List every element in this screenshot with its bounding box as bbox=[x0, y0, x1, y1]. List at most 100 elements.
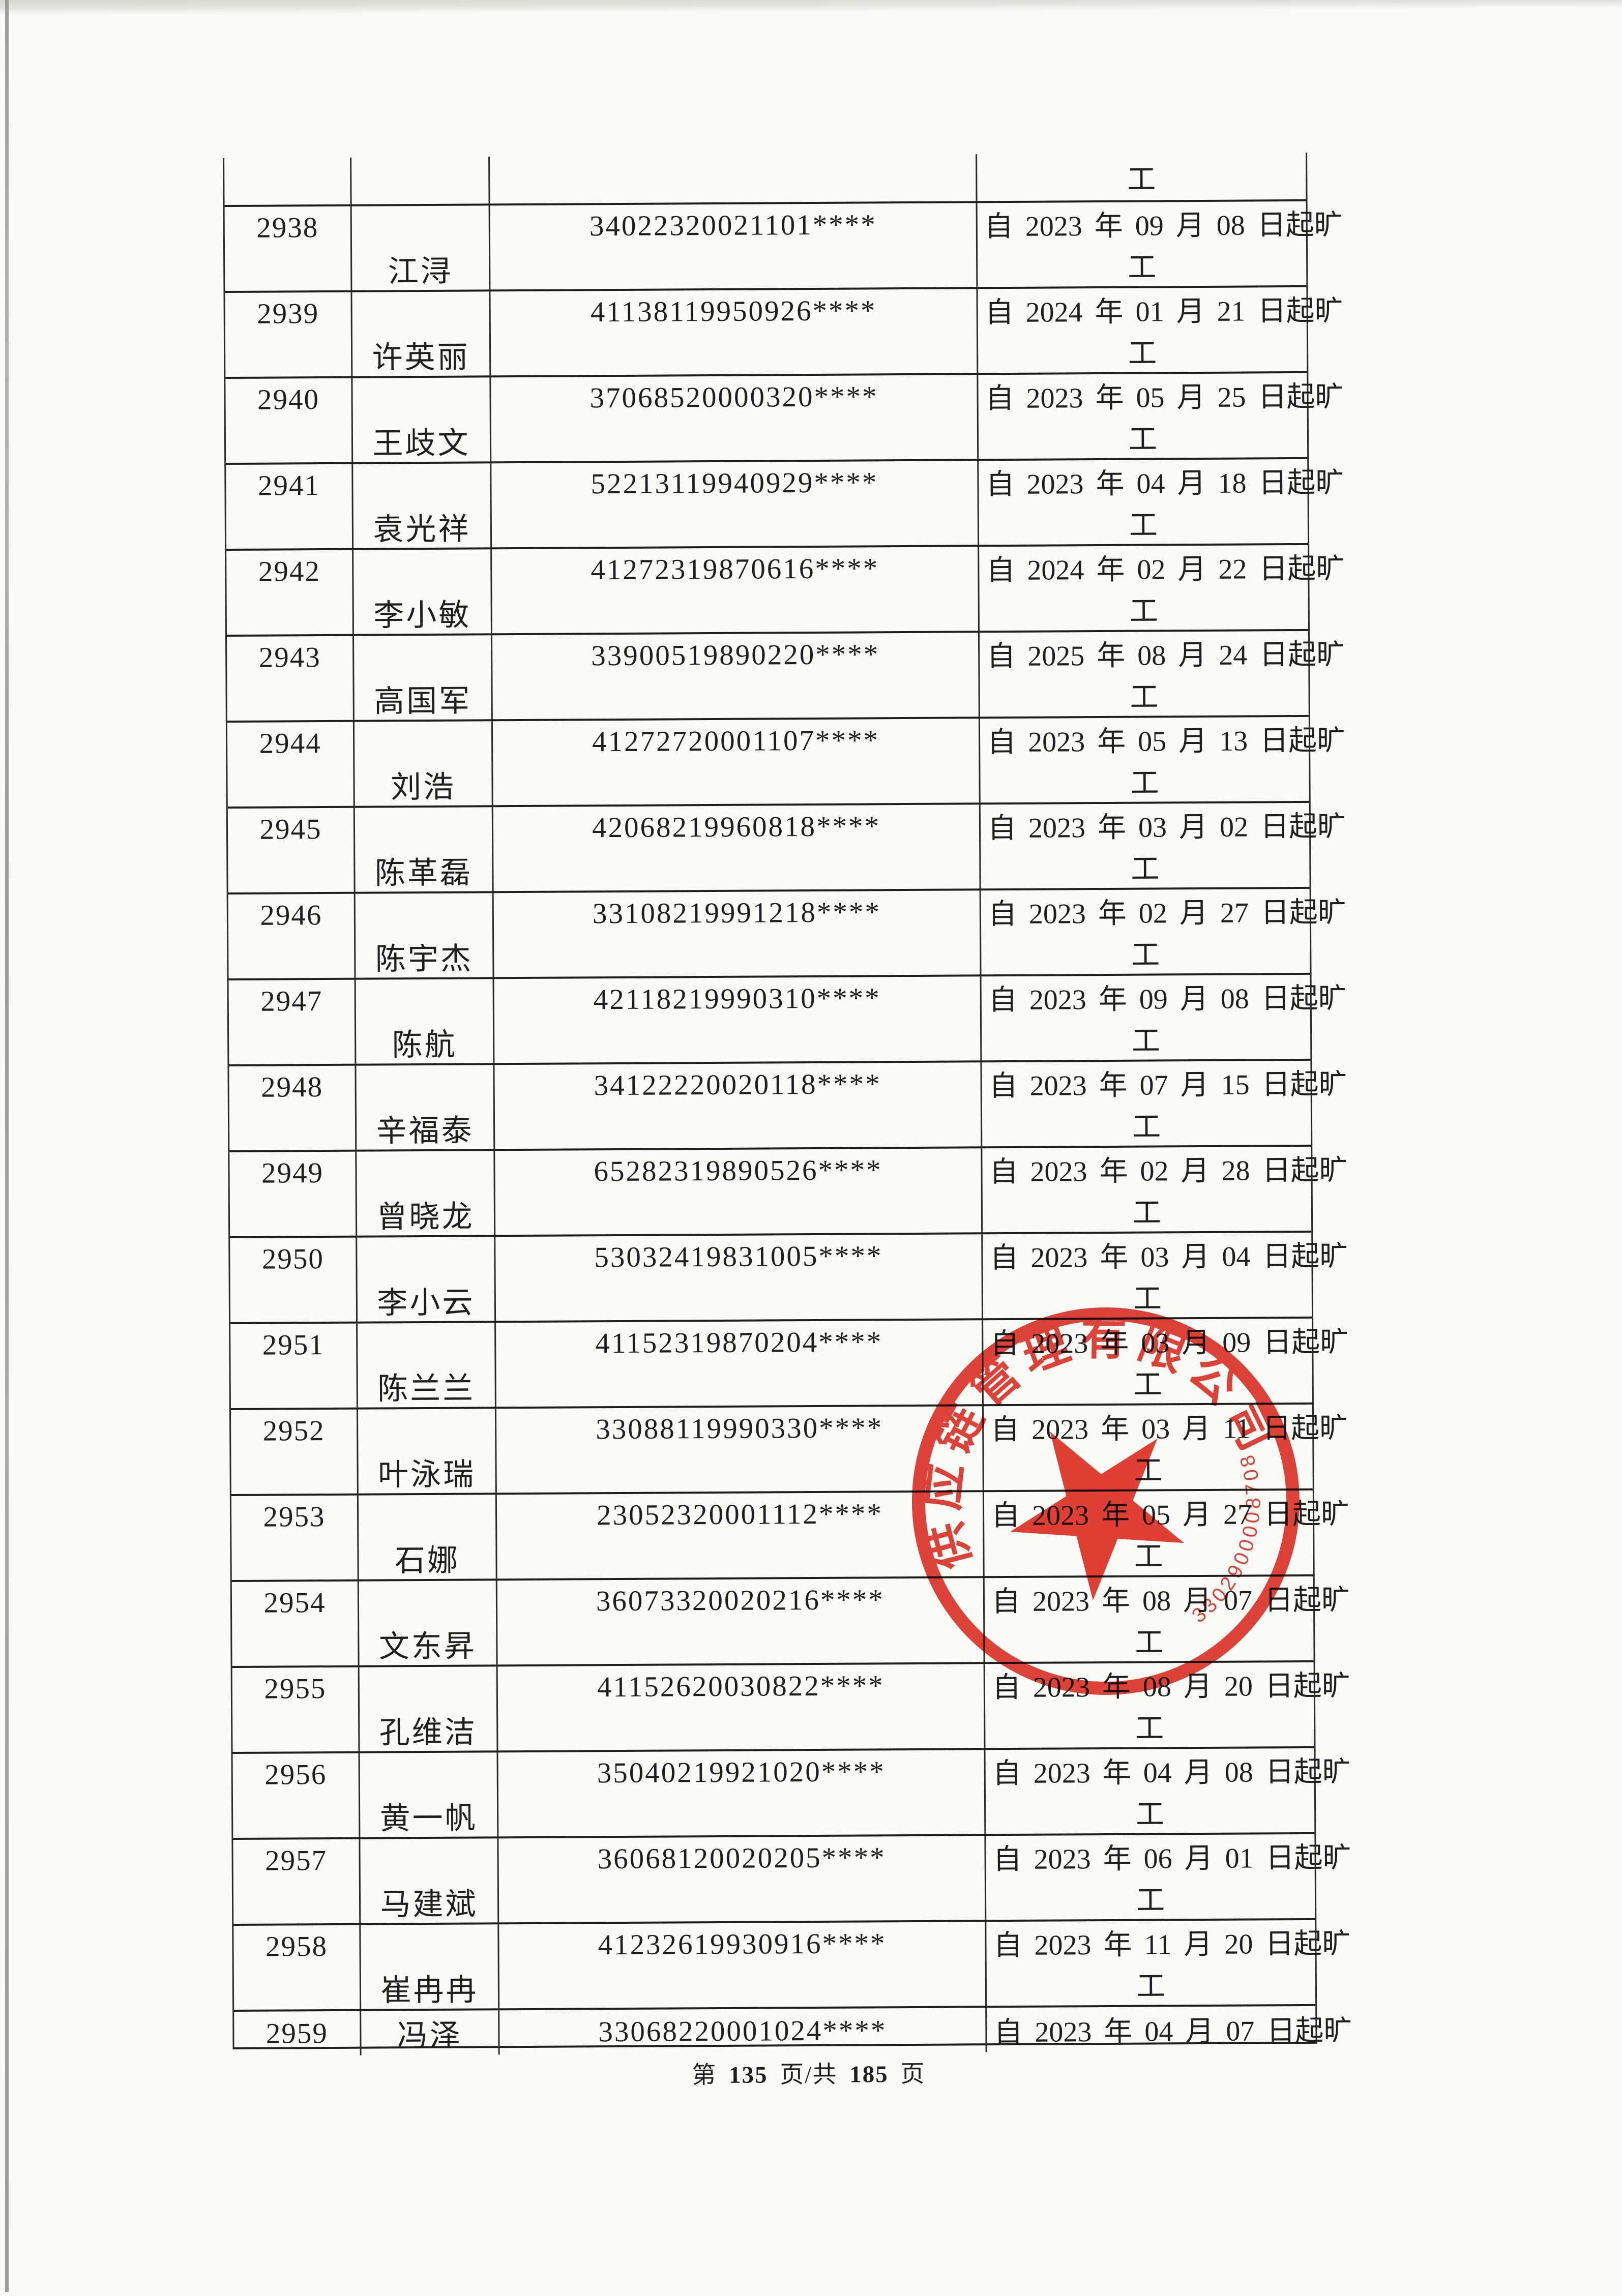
table-row: 2949 曾晓龙 65282319890526**** 自 2023 年 02 月 2… bbox=[229, 1144, 1348, 1237]
cell-line: 自 2023 年 04 月 07 日起旷 bbox=[994, 2015, 1352, 2049]
cell-line: 41272720001107**** bbox=[592, 724, 880, 758]
cell-line: 工 bbox=[1132, 1111, 1161, 1143]
name-cell: 崔冉冉 bbox=[361, 1924, 500, 2009]
cell-line: 41232619930916**** bbox=[598, 1927, 887, 1961]
cell-line: 工 bbox=[1130, 767, 1159, 799]
cell-line: 工 bbox=[1132, 1025, 1161, 1057]
name-cell: 李小敏 bbox=[353, 549, 492, 634]
table-row: 2958 崔冉冉 41232619930916**** 自 2023 年 11 月 2… bbox=[233, 1918, 1351, 2010]
cell-line: 自 2024 年 02 月 22 日起旷 bbox=[986, 553, 1345, 586]
cell-line: 自 2025 年 08 月 24 日起旷 bbox=[987, 639, 1345, 672]
cell-line bbox=[352, 291, 489, 334]
id-number-cell: 42068219960818**** bbox=[493, 804, 981, 891]
cell-line bbox=[354, 635, 491, 678]
cell-line: 2939 bbox=[257, 297, 319, 330]
cell-line: 2959 bbox=[266, 2017, 329, 2050]
absence-status-cell: 工 bbox=[977, 153, 1306, 201]
cell-line: 65282319890526**** bbox=[594, 1154, 882, 1188]
cell-line: 2954 bbox=[263, 1586, 326, 1619]
name-cell bbox=[351, 157, 490, 204]
footer-total-pages: 185 bbox=[849, 2061, 889, 2088]
cell-line: 2952 bbox=[262, 1414, 325, 1447]
absence-status-cell: 自 2023 年 07 月 15 日起旷工 bbox=[982, 1061, 1347, 1146]
cell-line: 许英丽 bbox=[372, 340, 470, 375]
id-number-cell: 33088119990330**** bbox=[496, 1406, 984, 1493]
absence-status-cell: 自 2025 年 08 月 24 日起旷工 bbox=[980, 631, 1345, 717]
name-cell: 高国军 bbox=[354, 635, 493, 720]
cell-line: 工 bbox=[1128, 338, 1157, 370]
cell-line bbox=[352, 205, 489, 248]
continuation-row: 工 bbox=[224, 153, 1306, 205]
cell-line: 工 bbox=[1135, 1713, 1164, 1745]
cell-line: 53032419831005**** bbox=[594, 1240, 883, 1274]
name-cell: 刘浩 bbox=[354, 721, 493, 806]
name-cell: 辛福泰 bbox=[356, 1065, 495, 1150]
cell-line: 工 bbox=[1136, 1971, 1166, 2003]
scan-left-edge-line bbox=[5, 0, 9, 2292]
cell-line: 36073320020216**** bbox=[596, 1584, 885, 1618]
cell-line: 陈航 bbox=[392, 1028, 457, 1062]
cell-line bbox=[360, 1666, 496, 1709]
row-number-cell: 2959 bbox=[234, 2011, 362, 2056]
cell-line: 2943 bbox=[258, 641, 321, 674]
cell-line: 刘浩 bbox=[390, 770, 456, 804]
cell-line: 马建斌 bbox=[380, 1887, 478, 1922]
cell-line bbox=[355, 807, 492, 850]
cell-line: 工 bbox=[1129, 595, 1158, 628]
absence-table: 工 2938 江浔 34022320021101**** 自 2023 年 09 月 … bbox=[223, 152, 1352, 2056]
name-cell: 冯泽 bbox=[361, 2010, 500, 2055]
footer-suffix: 页 bbox=[888, 2061, 926, 2088]
cell-line: 34122220020118**** bbox=[594, 1068, 881, 1102]
cell-line bbox=[360, 1838, 497, 1881]
row-number-cell: 2944 bbox=[227, 722, 355, 807]
absence-status-cell: 自 2023 年 05 月 27 日起旷工 bbox=[984, 1490, 1350, 1576]
cell-line: 自 2023 年 11 月 20 日起旷 bbox=[993, 1928, 1351, 1961]
id-number-cell: 41272319870616**** bbox=[492, 547, 980, 634]
cell-line: 自 2023 年 05 月 25 日起旷 bbox=[985, 381, 1344, 414]
cell-line: 工 bbox=[1129, 510, 1158, 542]
row-number-cell bbox=[224, 157, 352, 205]
cell-line bbox=[356, 979, 493, 1022]
cell-line: 陈宇杰 bbox=[375, 942, 474, 976]
cell-line: 自 2023 年 02 月 27 日起旷 bbox=[988, 897, 1347, 930]
row-number-cell: 2954 bbox=[231, 1581, 360, 1666]
cell-line: 35040219921020**** bbox=[597, 1755, 886, 1789]
cell-line: 工 bbox=[1133, 1283, 1162, 1315]
cell-line: 陈革磊 bbox=[374, 856, 473, 890]
absence-status-cell: 自 2023 年 04 月 18 日起旷工 bbox=[979, 459, 1344, 545]
row-number-cell: 2939 bbox=[225, 292, 353, 377]
footer-page-number: 135 bbox=[728, 2062, 768, 2089]
table-row: 2939 许英丽 41138119950926**** 自 2024 年 01 月 2… bbox=[225, 285, 1343, 377]
cell-line: 自 2023 年 03 月 04 日起旷 bbox=[990, 1240, 1348, 1274]
cell-line: 自 2023 年 05 月 27 日起旷 bbox=[991, 1498, 1350, 1532]
table-row: 2946 陈宇杰 33108219991218**** 自 2023 年 02 月 2… bbox=[228, 886, 1347, 979]
absence-status-cell: 自 2023 年 03 月 04 日起旷工 bbox=[983, 1233, 1348, 1318]
cell-line: 2955 bbox=[264, 1672, 327, 1705]
table-row: 2956 黄一帆 35040219921020**** 自 2023 年 04 月 0… bbox=[232, 1746, 1351, 1838]
cell-line: 辛福泰 bbox=[376, 1114, 474, 1148]
cell-line: 自 2023 年 09 月 08 日起旷 bbox=[984, 209, 1343, 243]
id-number-cell: 52213119940929**** bbox=[491, 461, 980, 548]
cell-line bbox=[356, 1065, 493, 1108]
cell-line: 自 2023 年 08 月 07 日起旷 bbox=[991, 1584, 1350, 1618]
id-number-cell: 41152319870204**** bbox=[496, 1320, 984, 1407]
row-number-cell: 2952 bbox=[230, 1409, 359, 1495]
cell-line: 42118219990310**** bbox=[593, 982, 881, 1016]
cell-line bbox=[353, 549, 490, 592]
id-number-cell: 34122220020118**** bbox=[494, 1062, 983, 1149]
cell-line: 52213119940929**** bbox=[591, 466, 878, 500]
cell-line: 工 bbox=[1135, 1627, 1164, 1659]
row-number-cell: 2938 bbox=[224, 206, 352, 291]
cell-line: 34022320021101**** bbox=[589, 208, 877, 243]
cell-line: 42068219960818**** bbox=[592, 810, 881, 844]
cell-line: 叶泳瑞 bbox=[377, 1457, 476, 1492]
cell-line: 2941 bbox=[257, 469, 320, 502]
cell-line: 37068520000320**** bbox=[589, 380, 878, 414]
cell-line bbox=[357, 1237, 494, 1279]
name-cell: 袁光祥 bbox=[353, 463, 492, 548]
cell-line: 2946 bbox=[260, 899, 322, 932]
cell-line: 自 2024 年 01 月 21 日起旷 bbox=[985, 295, 1343, 329]
absence-status-cell: 自 2023 年 05 月 13 日起旷工 bbox=[980, 717, 1345, 802]
cell-line bbox=[359, 1581, 496, 1623]
